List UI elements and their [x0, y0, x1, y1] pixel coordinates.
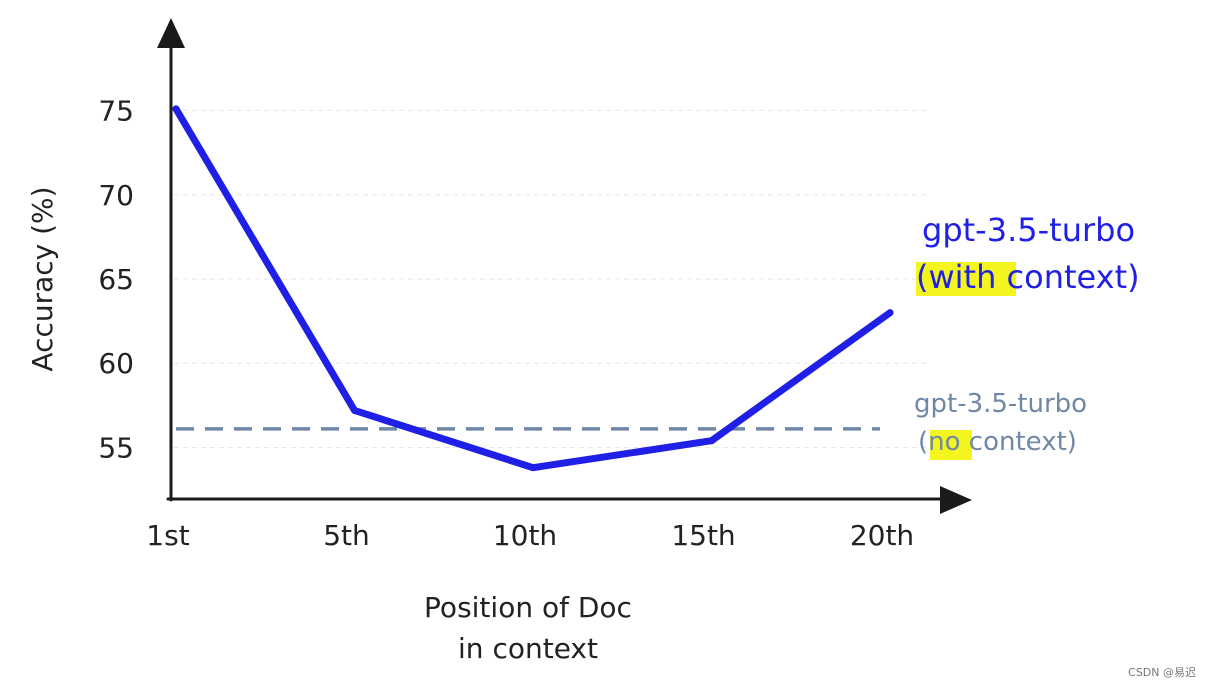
- y-tick-labels: 55 60 65 70 75: [98, 95, 134, 465]
- series-label-with-context-line-2: (with context): [916, 258, 1140, 296]
- label-with: with: [928, 258, 996, 296]
- y-axis-arrow-icon: [157, 18, 185, 48]
- label-open-paren: (: [916, 258, 928, 296]
- x-tick-labels: 1st 5th 10th 15th 20th: [146, 519, 914, 552]
- x-tick-label: 10th: [493, 519, 557, 552]
- label-open-paren: (: [918, 427, 928, 457]
- x-tick-label: 20th: [850, 519, 914, 552]
- y-axis-title: Accuracy (%): [26, 186, 59, 371]
- watermark: CSDN @易迟: [1128, 666, 1196, 679]
- highlight-no: [930, 430, 972, 460]
- series-with-context-line: [172, 105, 894, 472]
- label-context: context): [996, 258, 1139, 296]
- x-tick-label: 5th: [323, 519, 370, 552]
- label-no: no: [928, 427, 960, 457]
- series-label-no-context-line-2: (no context): [918, 427, 1077, 457]
- x-tick-label: 15th: [671, 519, 735, 552]
- series-label-with-context-line-1: gpt-3.5-turbo: [922, 211, 1135, 249]
- highlight-with: [916, 262, 1016, 296]
- y-tick-label: 60: [98, 347, 134, 380]
- series-label-with-context: gpt-3.5-turbo (with context): [916, 211, 1140, 296]
- y-tick-label: 55: [98, 431, 134, 464]
- series-with-context-point: [529, 464, 537, 472]
- grid-lines: [174, 110, 930, 448]
- x-axis-title-line-1: Position of Doc: [424, 591, 632, 624]
- x-axis-title-line-2: in context: [458, 632, 598, 665]
- y-tick-label: 70: [98, 179, 134, 212]
- series-label-no-context-line-1: gpt-3.5-turbo: [914, 389, 1087, 419]
- series-with-context-point: [708, 437, 715, 445]
- x-axis-arrow-icon: [940, 486, 972, 514]
- y-tick-label: 65: [98, 263, 134, 296]
- series-with-context-point: [886, 309, 894, 317]
- label-context: context): [961, 427, 1077, 457]
- series-label-no-context: gpt-3.5-turbo (no context): [914, 389, 1087, 460]
- series-with-context-point: [351, 406, 358, 414]
- x-tick-label: 1st: [146, 519, 189, 552]
- series-layer: [172, 105, 894, 472]
- y-tick-label: 75: [98, 95, 134, 128]
- series-with-context-point: [172, 105, 180, 113]
